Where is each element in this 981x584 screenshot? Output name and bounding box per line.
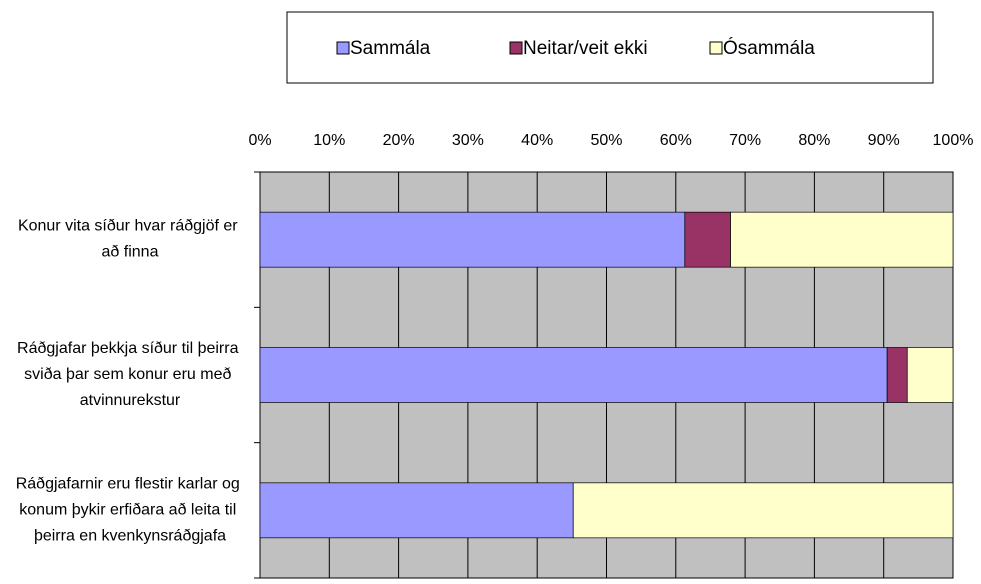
bar-segment	[572, 482, 954, 539]
legend-label: Ósammála	[723, 37, 815, 59]
x-tick-label: 100%	[933, 132, 974, 149]
y-tick-label: Konur vita síður hvar ráðgjöf er að finn…	[18, 218, 242, 261]
x-tick-label: 50%	[590, 132, 622, 149]
x-tick-label: 80%	[798, 132, 830, 149]
bar-segment	[259, 211, 686, 268]
legend-swatch	[336, 41, 350, 55]
x-tick-label: 60%	[660, 132, 692, 149]
x-tick-label: 20%	[383, 132, 415, 149]
legend-label: Neitar/veit ekki	[523, 38, 648, 59]
bar-segment	[259, 482, 574, 539]
bar-segment	[684, 211, 731, 268]
legend-swatch	[709, 41, 723, 55]
y-tick-label: Ráðgjafar þekkja síður til þeirra sviða …	[17, 340, 243, 409]
x-tick-label: 40%	[521, 132, 553, 149]
x-tick-label: 30%	[452, 132, 484, 149]
x-tick-label: 10%	[313, 132, 345, 149]
bar-segment	[259, 347, 888, 403]
legend-box	[286, 11, 934, 84]
x-tick-label: 0%	[248, 132, 271, 149]
y-tick-label: Ráðgjafarnir eru flestir karlar og konum…	[16, 476, 245, 545]
legend-swatch	[509, 41, 523, 55]
legend-label: Sammála	[350, 38, 431, 59]
x-tick-label: 70%	[729, 132, 761, 149]
bar-segment	[730, 211, 954, 268]
x-tick-label: 90%	[868, 132, 900, 149]
bar-segment	[886, 347, 908, 403]
bar-segment	[906, 347, 954, 403]
